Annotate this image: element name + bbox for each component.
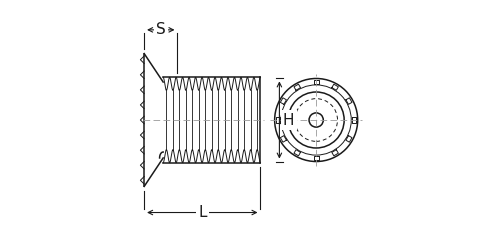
Text: S: S (156, 22, 166, 37)
Text: H: H (283, 113, 294, 127)
Text: L: L (198, 205, 207, 220)
